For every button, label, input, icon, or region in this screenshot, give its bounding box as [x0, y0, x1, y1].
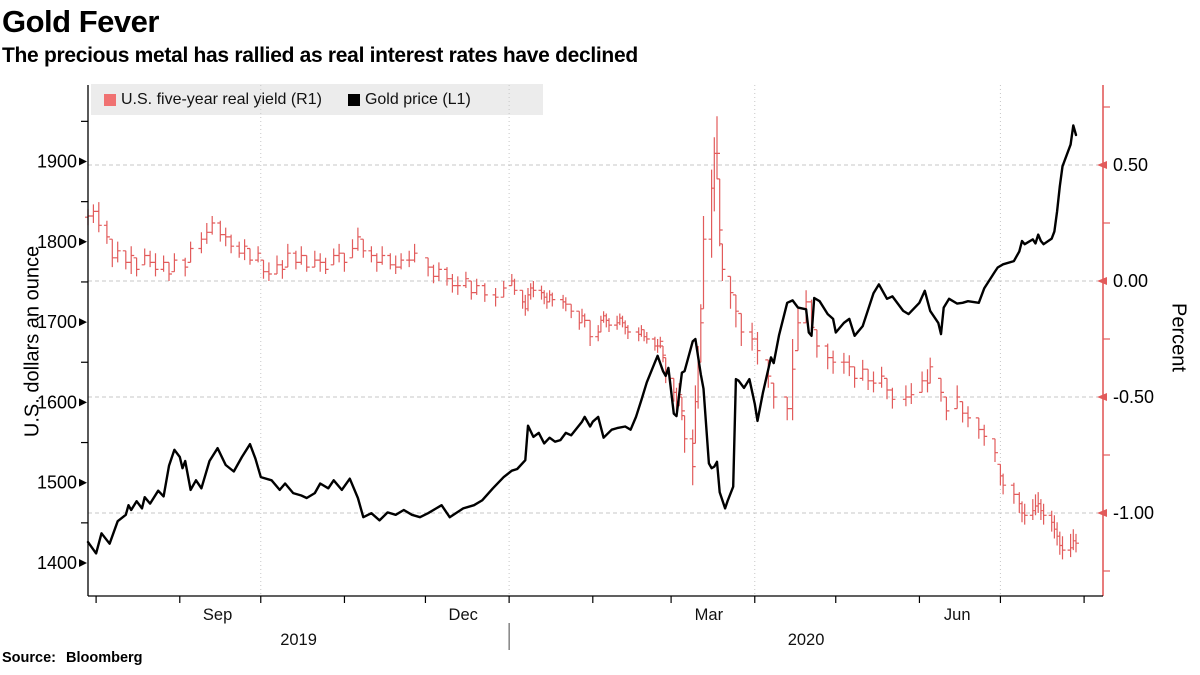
source-name: Bloomberg	[66, 650, 143, 666]
page-title: Gold Fever	[2, 4, 159, 39]
svg-text:Dec: Dec	[449, 606, 478, 624]
x-axis: Sep Dec Mar Jun 2019 2020	[88, 595, 1103, 650]
right-axis-title: Percent	[1167, 303, 1190, 372]
gold-line-series	[86, 124, 1078, 555]
svg-text:0.50: 0.50	[1113, 155, 1148, 175]
svg-text:-0.50: -0.50	[1113, 387, 1154, 407]
gold-series-swatch-icon	[347, 93, 360, 106]
source-line: Source: Bloomberg	[2, 650, 143, 666]
svg-text:0.00: 0.00	[1113, 271, 1148, 291]
chart-legend: U.S. five-year real yield (R1) Gold pric…	[91, 84, 543, 115]
svg-text:Mar: Mar	[695, 606, 724, 624]
page-subtitle: The precious metal has rallied as real i…	[2, 44, 638, 67]
legend-label-yield: U.S. five-year real yield (R1)	[121, 90, 322, 108]
right-axis: 0.50 0.00 -0.50 -1.00	[1097, 85, 1154, 596]
svg-text:Jun: Jun	[944, 606, 971, 624]
gridlines	[88, 85, 1103, 596]
legend-item-gold: Gold price (L1)	[347, 90, 471, 109]
svg-text:Sep: Sep	[203, 606, 232, 624]
left-axis-title: U.S. dollars an ounce	[21, 245, 44, 438]
svg-text:1500: 1500	[37, 473, 77, 493]
svg-text:-1.00: -1.00	[1113, 503, 1154, 523]
source-label: Source:	[2, 650, 56, 666]
svg-text:1900: 1900	[37, 152, 77, 172]
svg-text:2020: 2020	[788, 631, 825, 649]
legend-item-yield: U.S. five-year real yield (R1)	[104, 91, 322, 109]
svg-text:1400: 1400	[37, 553, 77, 573]
yield-bars-series	[85, 116, 1079, 560]
legend-label-gold: Gold price (L1)	[364, 90, 471, 108]
yield-series-swatch-icon	[104, 93, 116, 106]
svg-text:2019: 2019	[280, 631, 317, 649]
